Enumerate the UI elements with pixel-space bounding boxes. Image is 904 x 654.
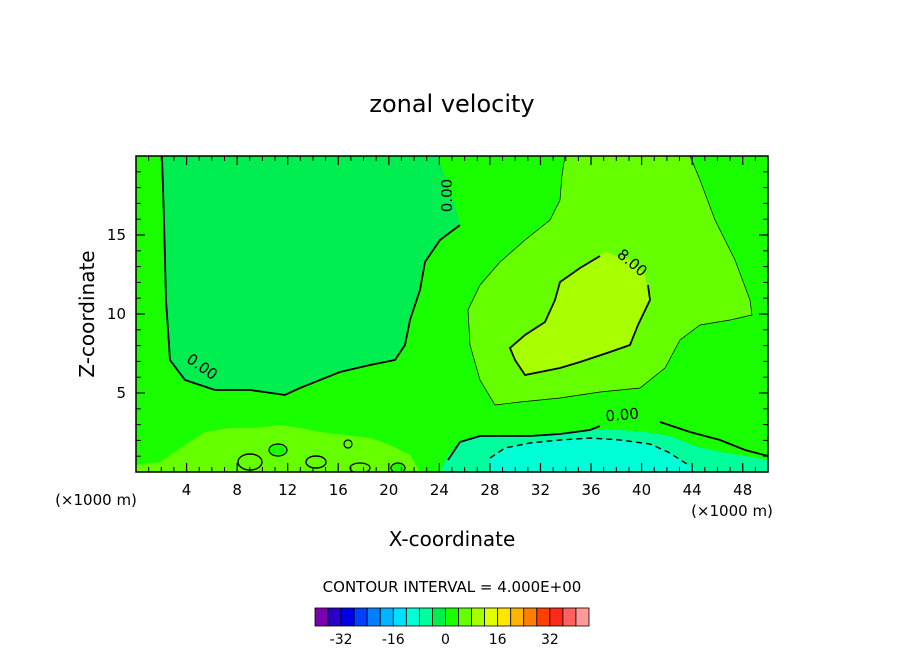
x-tick-label: 4 (182, 481, 192, 499)
x-unit-label-left: (×1000 m) (55, 491, 137, 509)
four-contour-line (467, 156, 753, 406)
surface-cell (343, 439, 353, 449)
eight-contour-line (508, 255, 651, 377)
colorbar-swatch (340, 607, 355, 627)
zero-contour-line-lower (447, 421, 768, 461)
colorbar-swatch (379, 607, 394, 627)
x-tick-label: 40 (632, 481, 651, 499)
colorbar-swatch (575, 607, 590, 627)
colorbar-swatch (314, 607, 329, 627)
colorbar-swatch (549, 607, 564, 627)
x-tick-label: 28 (480, 481, 499, 499)
contour-interval-label: CONTOUR INTERVAL = 4.000E+00 (323, 578, 582, 596)
colorbar-swatch (510, 607, 525, 627)
colorbar-tick-label: -32 (330, 632, 353, 648)
colorbar-swatch (484, 607, 499, 627)
x-tick-label: 8 (232, 481, 242, 499)
contour-label: 0.00 (438, 179, 456, 212)
surface-cell (268, 443, 288, 457)
colorbar-swatch (536, 607, 551, 627)
y-axis-label: Z-coordinate (75, 250, 99, 377)
zero-contour-line (161, 156, 461, 396)
colorbar-swatch (471, 607, 486, 627)
colorbar-swatch (418, 607, 433, 627)
colorbar-swatch (562, 607, 577, 627)
colorbar (314, 607, 590, 627)
y-tick-label: 15 (107, 226, 126, 244)
colorbar-swatch (366, 607, 381, 627)
x-axis-label: X-coordinate (389, 527, 516, 551)
contour-label: 0.00 (605, 404, 640, 425)
colorbar-tick-label: -16 (382, 632, 405, 648)
x-tick-label: 12 (278, 481, 297, 499)
colorbar-swatch (405, 607, 420, 627)
colorbar-swatch (497, 607, 512, 627)
colorbar-tick-label: 32 (541, 632, 559, 648)
x-axis-ticks: 4 8 12 16 20 24 28 32 36 40 44 48 (148, 156, 756, 499)
colorbar-swatch (432, 607, 446, 627)
surface-cell (349, 462, 371, 472)
x-tick-label: 24 (430, 481, 449, 499)
chart-title: zonal velocity (369, 90, 534, 118)
colorbar-swatch (327, 607, 342, 627)
colorbar-swatch (353, 607, 368, 627)
colorbar-swatch (458, 607, 472, 627)
y-axis-ticks: 5 10 15 (107, 171, 768, 457)
zero-band-region (162, 156, 460, 395)
x-unit-label-right: (×1000 m) (691, 502, 773, 520)
x-tick-label: 32 (531, 481, 550, 499)
jet-core-region (510, 252, 650, 375)
negative-contour-line (489, 437, 691, 467)
x-tick-label: 48 (733, 481, 752, 499)
colorbar-tick-label: 16 (489, 632, 507, 648)
colorbar-tick-label: 0 (441, 632, 450, 648)
colorbar-swatch (523, 607, 538, 627)
x-tick-label: 44 (683, 481, 702, 499)
surface-cell (305, 455, 327, 469)
y-tick-label: 10 (107, 305, 126, 323)
colorbar-swatch (445, 607, 459, 627)
x-tick-label: 16 (329, 481, 348, 499)
x-tick-label: 20 (379, 481, 398, 499)
colorbar-tick-labels: -32 -16 0 16 32 (330, 632, 559, 648)
x-tick-label: 36 (581, 481, 600, 499)
y-tick-label: 5 (116, 384, 126, 402)
colorbar-swatch (392, 607, 407, 627)
